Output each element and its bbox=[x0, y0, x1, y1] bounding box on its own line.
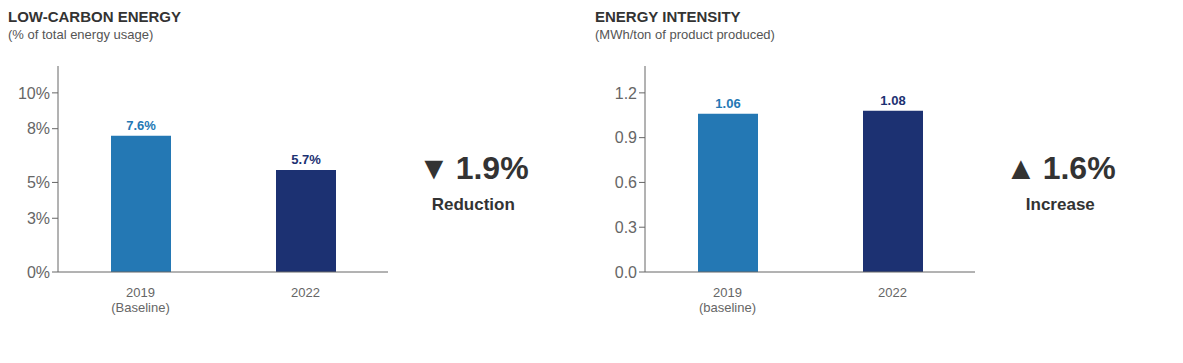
svg-text:0.9: 0.9 bbox=[615, 129, 637, 146]
svg-text:1.08: 1.08 bbox=[880, 93, 905, 108]
svg-text:5%: 5% bbox=[27, 174, 50, 191]
svg-text:8%: 8% bbox=[27, 120, 50, 137]
svg-text:7.6%: 7.6% bbox=[126, 118, 156, 133]
html-text:LOW-CARBON ENERGY: LOW-CARBON ENERGY bbox=[8, 8, 181, 25]
svg-text:2019(Baseline): 2019(Baseline) bbox=[111, 285, 170, 315]
svg-text:2019(baseline): 2019(baseline) bbox=[699, 285, 756, 315]
html-text:▲ 1.6%: ▲ 1.6% bbox=[1005, 149, 1116, 186]
svg-text:1.2: 1.2 bbox=[615, 85, 637, 102]
html-text:ENERGY INTENSITY: ENERGY INTENSITY bbox=[595, 8, 741, 25]
svg-text:0.3: 0.3 bbox=[615, 219, 637, 236]
svg-text:2022: 2022 bbox=[291, 285, 320, 300]
svg-text:5.7%: 5.7% bbox=[291, 152, 321, 167]
svg-text:3%: 3% bbox=[27, 210, 50, 227]
svg-text:0%: 0% bbox=[27, 264, 50, 281]
html-text:Reduction: Reduction bbox=[431, 194, 515, 214]
svg-text:0.6: 0.6 bbox=[615, 174, 637, 191]
html-text:(% of total energy usage): (% of total energy usage) bbox=[8, 27, 154, 42]
svg-text:10%: 10% bbox=[18, 85, 50, 102]
svg-text:1.06: 1.06 bbox=[715, 96, 740, 111]
html-text:(MWh/ton of product produced): (MWh/ton of product produced) bbox=[595, 27, 775, 42]
svg-text:0.0: 0.0 bbox=[615, 264, 637, 281]
svg-text:2022: 2022 bbox=[878, 285, 907, 300]
html-text:Increase: Increase bbox=[1025, 194, 1095, 214]
html-text:▼ 1.9%: ▼ 1.9% bbox=[418, 149, 529, 186]
